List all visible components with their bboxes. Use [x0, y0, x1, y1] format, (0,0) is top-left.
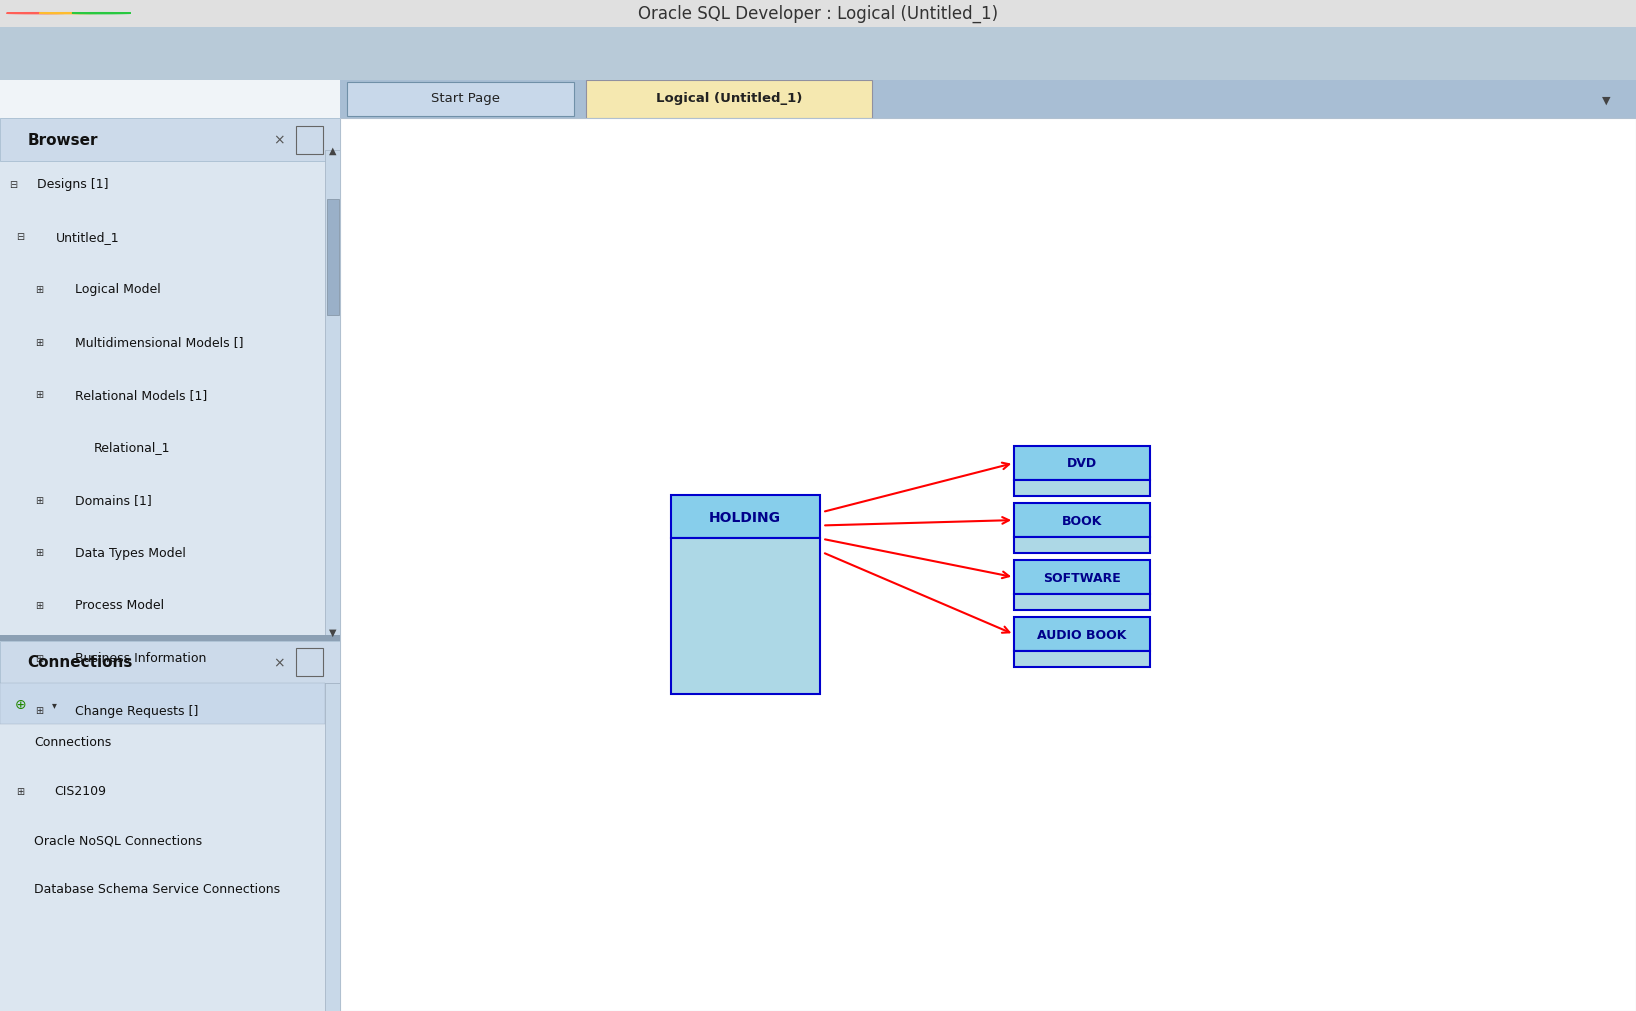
- Text: ⊞: ⊞: [34, 285, 43, 294]
- Bar: [1014, 447, 1150, 480]
- Bar: [1014, 618, 1150, 652]
- Bar: [0, 636, 340, 641]
- Bar: [326, 683, 340, 1011]
- Text: Relational Models [1]: Relational Models [1]: [75, 388, 208, 401]
- Bar: [0, 119, 340, 162]
- Bar: [1014, 652, 1150, 667]
- Bar: [671, 495, 820, 539]
- Text: Connections: Connections: [28, 655, 133, 670]
- Bar: [296, 648, 324, 676]
- Text: ⊞: ⊞: [34, 601, 43, 611]
- Bar: [1014, 480, 1150, 496]
- Text: BOOK: BOOK: [1062, 514, 1103, 527]
- Bar: [1014, 561, 1150, 594]
- Circle shape: [39, 13, 98, 15]
- Bar: [0, 683, 326, 724]
- Text: ×: ×: [273, 655, 285, 669]
- Text: Multidimensional Models []: Multidimensional Models []: [75, 336, 244, 349]
- Bar: [1014, 503, 1150, 538]
- Text: Logical (Untitled_1): Logical (Untitled_1): [656, 92, 802, 105]
- Bar: [586, 81, 872, 119]
- Text: Connections: Connections: [34, 735, 111, 748]
- Text: Oracle SQL Developer : Logical (Untitled_1): Oracle SQL Developer : Logical (Untitled…: [638, 5, 998, 23]
- Text: Oracle NoSQL Connections: Oracle NoSQL Connections: [34, 833, 203, 846]
- Bar: [347, 83, 574, 117]
- Text: ⊞: ⊞: [34, 390, 43, 399]
- Bar: [296, 126, 324, 155]
- Text: ▼: ▼: [1602, 95, 1610, 105]
- Text: ⊞: ⊞: [34, 706, 43, 716]
- Circle shape: [7, 13, 65, 15]
- Text: ⊞: ⊞: [34, 548, 43, 558]
- Text: ⊟: ⊟: [10, 179, 18, 189]
- Bar: [327, 199, 339, 315]
- Bar: [1014, 594, 1150, 611]
- Text: Business Information: Business Information: [75, 651, 206, 664]
- Text: Database Schema Service Connections: Database Schema Service Connections: [34, 883, 280, 896]
- Text: ⊞: ⊞: [34, 495, 43, 506]
- Text: SOFTWARE: SOFTWARE: [1044, 571, 1121, 584]
- Text: ⊞: ⊞: [16, 786, 25, 796]
- Text: Untitled_1: Untitled_1: [56, 231, 119, 244]
- Text: Change Requests []: Change Requests []: [75, 704, 198, 717]
- Text: Designs [1]: Designs [1]: [38, 178, 110, 191]
- Text: Browser: Browser: [28, 133, 98, 149]
- Circle shape: [72, 13, 131, 15]
- Text: AUDIO BOOK: AUDIO BOOK: [1037, 628, 1127, 641]
- Text: ▼: ▼: [329, 627, 337, 637]
- Text: Process Model: Process Model: [75, 599, 164, 612]
- Bar: [671, 539, 820, 695]
- Text: CIS2109: CIS2109: [54, 785, 106, 798]
- Text: ⊟: ⊟: [16, 232, 25, 242]
- Text: ▾: ▾: [52, 700, 57, 710]
- Bar: [0, 641, 340, 683]
- Text: Start Page: Start Page: [432, 92, 501, 105]
- Text: HOLDING: HOLDING: [708, 510, 782, 524]
- Text: ⊞: ⊞: [34, 338, 43, 347]
- Bar: [326, 151, 340, 637]
- Text: Logical Model: Logical Model: [75, 283, 160, 296]
- Text: Domains [1]: Domains [1]: [75, 493, 152, 507]
- Text: ▲: ▲: [329, 146, 337, 156]
- Bar: [1014, 538, 1150, 554]
- Text: ⊞: ⊞: [34, 653, 43, 663]
- Text: ⊕: ⊕: [15, 698, 26, 712]
- Text: ×: ×: [273, 133, 285, 148]
- Text: DVD: DVD: [1067, 457, 1098, 470]
- Text: Relational_1: Relational_1: [93, 441, 170, 454]
- Text: Data Types Model: Data Types Model: [75, 546, 187, 559]
